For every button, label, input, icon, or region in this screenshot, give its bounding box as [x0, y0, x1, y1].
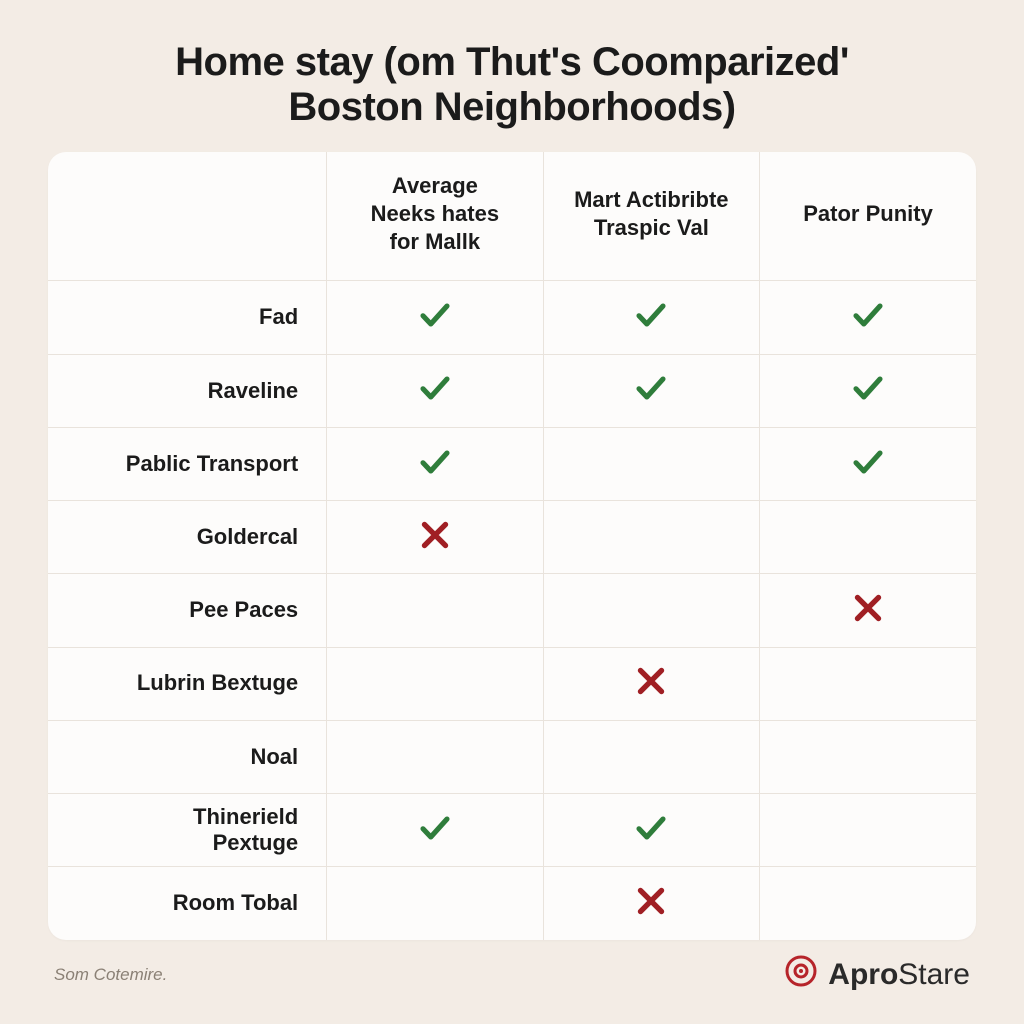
row-label: Raveline — [48, 354, 327, 427]
check-icon — [850, 297, 886, 333]
table-cell — [327, 574, 543, 647]
check-icon — [633, 370, 669, 406]
check-icon — [850, 370, 886, 406]
column-header: Mart ActibribteTraspic Val — [543, 152, 759, 281]
comparison-table: AverageNeeks hatesfor MallkMart Actibrib… — [48, 152, 976, 940]
table-cell — [327, 427, 543, 500]
table-cell — [327, 647, 543, 720]
footer: Som Cotemire. AproStare — [48, 954, 976, 996]
infographic-canvas: Home stay (om Thut's Coomparized' Boston… — [0, 0, 1024, 1024]
table-row: ThinerieldPextuge — [48, 794, 976, 867]
table-cell — [543, 794, 759, 867]
table-cell — [760, 794, 976, 867]
comparison-table-card: AverageNeeks hatesfor MallkMart Actibrib… — [48, 152, 976, 940]
table-row: Pee Paces — [48, 574, 976, 647]
source-note: Som Cotemire. — [54, 965, 167, 985]
table-cell — [543, 720, 759, 793]
table-cell — [543, 867, 759, 940]
brand-text-2: Stare — [898, 958, 970, 991]
table-cell — [327, 281, 543, 354]
table-cell — [543, 501, 759, 574]
table-cell — [760, 501, 976, 574]
table-row: Room Tobal — [48, 867, 976, 940]
table-body: FadRavelinePablic TransportGoldercalPee … — [48, 281, 976, 940]
brand-text-1: Apro — [828, 958, 898, 991]
check-icon — [417, 370, 453, 406]
table-cell — [543, 427, 759, 500]
table-cell — [760, 720, 976, 793]
row-label: Noal — [48, 720, 327, 793]
header-spacer — [48, 152, 327, 281]
table-cell — [543, 281, 759, 354]
row-label: Room Tobal — [48, 867, 327, 940]
table-header: AverageNeeks hatesfor MallkMart Actibrib… — [48, 152, 976, 281]
table-cell — [327, 867, 543, 940]
row-label: Lubrin Bextuge — [48, 647, 327, 720]
check-icon — [417, 444, 453, 480]
table-cell — [760, 574, 976, 647]
row-label: Pablic Transport — [48, 427, 327, 500]
table-cell — [543, 354, 759, 427]
table-cell — [760, 427, 976, 500]
title-line-1: Home stay (om Thut's Coomparized' — [48, 40, 976, 85]
row-label: ThinerieldPextuge — [48, 794, 327, 867]
row-label: Fad — [48, 281, 327, 354]
row-label: Pee Paces — [48, 574, 327, 647]
table-cell — [760, 354, 976, 427]
table-row: Raveline — [48, 354, 976, 427]
row-label: Goldercal — [48, 501, 327, 574]
table-cell — [327, 794, 543, 867]
brand-logo-icon — [784, 954, 818, 996]
brand-text: AproStare — [828, 958, 970, 992]
check-icon — [850, 444, 886, 480]
table-row: Noal — [48, 720, 976, 793]
title-block: Home stay (om Thut's Coomparized' Boston… — [48, 40, 976, 130]
cross-icon — [850, 590, 886, 626]
cross-icon — [417, 517, 453, 553]
check-icon — [633, 810, 669, 846]
column-header: Pator Punity — [760, 152, 976, 281]
table-cell — [760, 647, 976, 720]
table-cell — [543, 574, 759, 647]
title-line-2: Boston Neighborhoods) — [48, 85, 976, 130]
table-cell — [543, 647, 759, 720]
table-row: Fad — [48, 281, 976, 354]
table-cell — [327, 501, 543, 574]
cross-icon — [633, 883, 669, 919]
table-row: Goldercal — [48, 501, 976, 574]
table-cell — [327, 720, 543, 793]
check-icon — [417, 810, 453, 846]
table-row: Pablic Transport — [48, 427, 976, 500]
table-cell — [760, 867, 976, 940]
table-row: Lubrin Bextuge — [48, 647, 976, 720]
table-cell — [760, 281, 976, 354]
cross-icon — [633, 663, 669, 699]
check-icon — [417, 297, 453, 333]
brand-lockup: AproStare — [784, 954, 970, 996]
check-icon — [633, 297, 669, 333]
table-cell — [327, 354, 543, 427]
column-header: AverageNeeks hatesfor Mallk — [327, 152, 543, 281]
